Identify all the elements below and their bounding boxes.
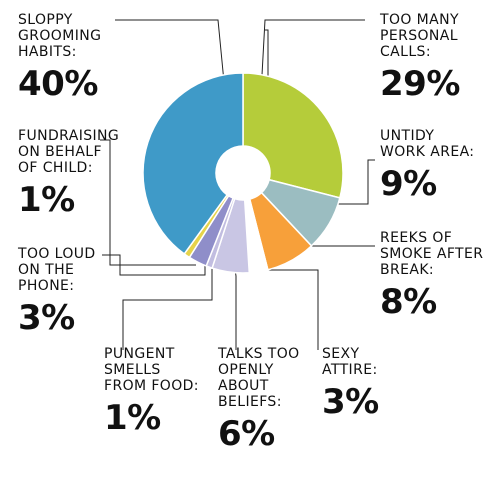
leader-line-fundraising bbox=[100, 139, 196, 266]
donut-slice bbox=[142, 72, 244, 255]
label-personal-calls: TOO MANY PERSONAL CALLS: 29% bbox=[380, 12, 460, 102]
slice-label: SLOPPY GROOMING HABITS: bbox=[18, 12, 102, 60]
leader-line-personal-calls bbox=[265, 29, 269, 88]
slice-value: 3% bbox=[322, 382, 379, 422]
label-too-loud: TOO LOUD ON THE PHONE: 3% bbox=[18, 246, 96, 336]
label-sexy-attire: SEXY ATTIRE: 3% bbox=[322, 346, 379, 420]
slice-label: FUNDRAISING ON BEHALF OF CHILD: bbox=[18, 128, 120, 176]
slice-value: 8% bbox=[380, 282, 437, 322]
slice-label: REEKS OF SMOKE AFTER BREAK: bbox=[380, 230, 484, 278]
slice-value: 9% bbox=[380, 164, 437, 204]
slice-value: 29% bbox=[380, 64, 460, 104]
label-reeks-of-smoke: REEKS OF SMOKE AFTER BREAK: 8% bbox=[380, 230, 483, 320]
label-fundraising: FUNDRAISING ON BEHALF OF CHILD: 1% bbox=[18, 128, 119, 218]
slice-value: 3% bbox=[18, 298, 75, 338]
slice-label: PUNGENT SMELLS FROM FOOD: bbox=[104, 346, 199, 394]
slice-label: UNTIDY WORK AREA: bbox=[380, 128, 475, 160]
leader-line-untidy-work-area bbox=[320, 159, 375, 205]
leader-line-sloppy-grooming bbox=[115, 19, 225, 83]
leader-line-talks-openly bbox=[233, 261, 237, 350]
leader-line-too-loud bbox=[102, 254, 206, 276]
donut-slice bbox=[242, 72, 344, 199]
slice-value: 1% bbox=[104, 398, 161, 438]
label-pungent-smells: PUNGENT SMELLS FROM FOOD: 1% bbox=[104, 346, 199, 436]
slice-label: TOO MANY PERSONAL CALLS: bbox=[380, 12, 459, 60]
slice-value: 1% bbox=[18, 180, 75, 220]
slice-value: 6% bbox=[218, 414, 275, 454]
leader-line-pungent-smells bbox=[122, 258, 213, 350]
label-talks-openly: TALKS TOO OPENLY ABOUT BELIEFS: 6% bbox=[218, 346, 300, 452]
slice-label: TALKS TOO OPENLY ABOUT BELIEFS: bbox=[218, 346, 300, 410]
slice-label: TOO LOUD ON THE PHONE: bbox=[18, 246, 96, 294]
label-untidy-work-area: UNTIDY WORK AREA: 9% bbox=[380, 128, 474, 202]
label-sloppy-grooming: SLOPPY GROOMING HABITS: 40% bbox=[18, 12, 101, 102]
slice-value: 40% bbox=[18, 64, 98, 104]
leader-line-personal-calls-2 bbox=[261, 19, 365, 76]
slice-label: SEXY ATTIRE: bbox=[322, 346, 378, 378]
